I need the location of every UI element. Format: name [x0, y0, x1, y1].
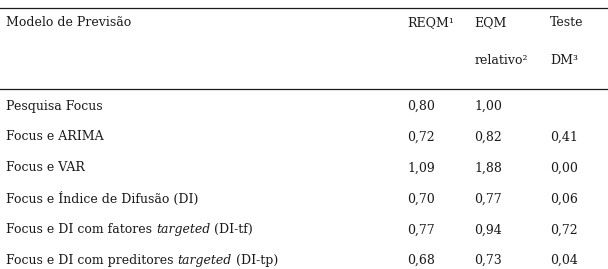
Text: 1,00: 1,00: [474, 100, 502, 112]
Text: REQM¹: REQM¹: [407, 16, 454, 29]
Text: targeted: targeted: [156, 223, 210, 236]
Text: 1,09: 1,09: [407, 161, 435, 174]
Text: 0,70: 0,70: [407, 192, 435, 205]
Text: Focus e DI com fatores: Focus e DI com fatores: [6, 223, 156, 236]
Text: (DI-tf): (DI-tf): [210, 223, 253, 236]
Text: DM³: DM³: [550, 54, 578, 67]
Text: relativo²: relativo²: [474, 54, 528, 67]
Text: Teste: Teste: [550, 16, 584, 29]
Text: 0,04: 0,04: [550, 254, 578, 267]
Text: 1,88: 1,88: [474, 161, 502, 174]
Text: 0,82: 0,82: [474, 130, 502, 143]
Text: 0,94: 0,94: [474, 223, 502, 236]
Text: 0,77: 0,77: [474, 192, 502, 205]
Text: Focus e Índice de Difusão (DI): Focus e Índice de Difusão (DI): [6, 192, 198, 206]
Text: Focus e DI com preditores: Focus e DI com preditores: [6, 254, 178, 267]
Text: 0,80: 0,80: [407, 100, 435, 112]
Text: Modelo de Previsão: Modelo de Previsão: [6, 16, 131, 29]
Text: Pesquisa Focus: Pesquisa Focus: [6, 100, 103, 112]
Text: Focus e ARIMA: Focus e ARIMA: [6, 130, 104, 143]
Text: (DI-tp): (DI-tp): [232, 254, 278, 267]
Text: 0,68: 0,68: [407, 254, 435, 267]
Text: EQM: EQM: [474, 16, 506, 29]
Text: 0,73: 0,73: [474, 254, 502, 267]
Text: Focus e VAR: Focus e VAR: [6, 161, 85, 174]
Text: 0,72: 0,72: [407, 130, 435, 143]
Text: 0,00: 0,00: [550, 161, 578, 174]
Text: targeted: targeted: [178, 254, 232, 267]
Text: 0,77: 0,77: [407, 223, 435, 236]
Text: 0,06: 0,06: [550, 192, 578, 205]
Text: 0,72: 0,72: [550, 223, 578, 236]
Text: 0,41: 0,41: [550, 130, 578, 143]
